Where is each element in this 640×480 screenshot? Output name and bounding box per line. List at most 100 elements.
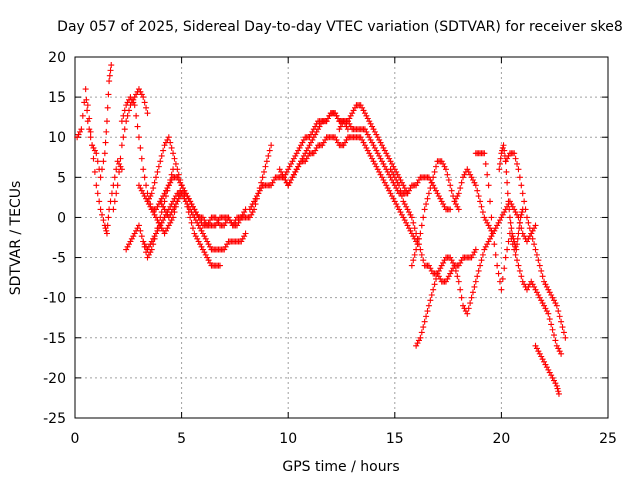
data-point: [164, 136, 171, 143]
data-point: [117, 155, 124, 162]
data-point: [246, 206, 253, 213]
data-point: [548, 372, 555, 379]
data-point: [188, 201, 195, 208]
data-point: [300, 136, 307, 143]
data-point: [134, 225, 141, 232]
data-point: [472, 246, 479, 253]
y-tick-label: -20: [43, 371, 66, 387]
data-point: [484, 241, 491, 248]
data-point: [371, 128, 378, 135]
data-point: [518, 182, 525, 189]
data-point: [550, 377, 557, 384]
data-point: [452, 195, 459, 202]
data-point: [406, 187, 413, 194]
data-point: [363, 144, 370, 151]
data-point: [91, 168, 98, 175]
data-point: [417, 334, 424, 341]
data-point: [504, 179, 511, 186]
data-point: [541, 302, 548, 309]
data-point: [536, 294, 543, 301]
data-point: [147, 193, 154, 200]
data-point: [369, 123, 376, 130]
x-tick-label: 10: [279, 431, 297, 447]
data-point: [167, 211, 174, 218]
data-point: [216, 262, 223, 269]
y-tick-label: 5: [57, 170, 66, 186]
data-point: [421, 318, 428, 325]
data-point: [403, 219, 410, 226]
data-point: [396, 182, 403, 189]
data-point: [489, 230, 496, 237]
data-point: [454, 203, 461, 210]
data-point: [543, 364, 550, 371]
data-point: [504, 190, 511, 197]
data-point: [516, 267, 523, 274]
data-point: [384, 185, 391, 192]
data-point: [444, 275, 451, 282]
data-point: [111, 198, 118, 205]
data-point: [199, 230, 206, 237]
data-point: [148, 238, 155, 245]
data-point: [153, 174, 160, 181]
data-point: [511, 238, 518, 245]
data-point: [420, 324, 427, 331]
data-point: [140, 190, 147, 197]
data-point: [383, 150, 390, 157]
data-point: [167, 179, 174, 186]
data-point: [435, 193, 442, 200]
data-point: [515, 262, 522, 269]
data-point: [128, 235, 135, 242]
data-point: [386, 187, 393, 194]
y-tick-label: 15: [48, 90, 66, 106]
data-point: [82, 86, 89, 93]
data-point: [141, 99, 148, 106]
data-point: [511, 150, 518, 157]
data-point: [99, 166, 106, 173]
data-point: [361, 110, 368, 117]
data-point: [548, 291, 555, 298]
data-point: [406, 209, 413, 216]
x-axis-label: GPS time / hours: [282, 459, 399, 475]
data-point: [521, 233, 528, 240]
data-point: [374, 150, 381, 157]
data-point: [465, 305, 472, 312]
data-point: [523, 286, 530, 293]
data-point: [299, 139, 306, 146]
data-point: [556, 348, 563, 355]
data-point: [391, 174, 398, 181]
data-point: [124, 99, 131, 106]
data-point: [103, 118, 110, 125]
data-point: [454, 273, 461, 280]
y-tick-label: -10: [43, 291, 66, 307]
data-point: [74, 134, 81, 141]
data-point: [404, 190, 411, 197]
data-point: [221, 246, 228, 253]
data-point: [158, 201, 165, 208]
data-point: [455, 206, 462, 213]
data-point: [262, 163, 269, 170]
data-point: [380, 160, 387, 167]
data-point: [185, 195, 192, 202]
data-point: [201, 233, 208, 240]
grid: [75, 57, 608, 418]
data-point: [528, 230, 535, 237]
data-point: [265, 152, 272, 159]
data-point: [424, 195, 431, 202]
data-point: [116, 168, 123, 175]
data-point: [118, 118, 125, 125]
data-point: [371, 144, 378, 151]
data-point: [161, 142, 168, 149]
data-point: [84, 102, 91, 109]
data-point: [303, 155, 310, 162]
x-tick-label: 15: [386, 431, 404, 447]
data-point: [381, 147, 388, 154]
data-point: [174, 166, 181, 173]
data-point: [379, 158, 386, 165]
data-point: [97, 174, 104, 181]
data-point: [535, 348, 542, 355]
data-point: [288, 160, 295, 167]
data-point: [440, 259, 447, 266]
data-point: [177, 179, 184, 186]
data-point: [478, 203, 485, 210]
data-point: [373, 163, 380, 170]
